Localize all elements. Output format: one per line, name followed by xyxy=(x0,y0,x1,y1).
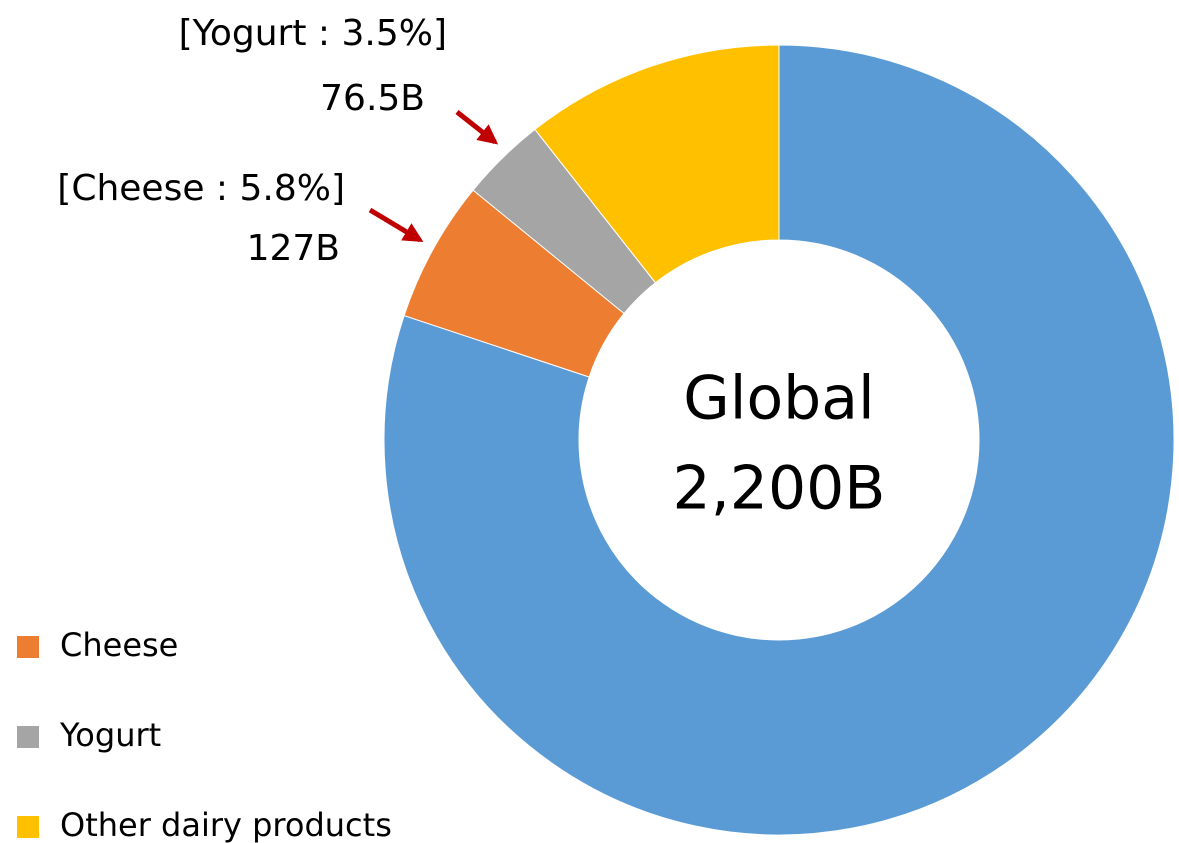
legend-swatch xyxy=(17,726,39,748)
legend-label: Other dairy products xyxy=(60,806,392,843)
legend-label: Yogurt xyxy=(59,716,161,754)
legend-label: Cheese xyxy=(60,626,178,664)
donut xyxy=(383,44,1175,836)
donut-segment xyxy=(534,44,780,284)
annotation: 76.5B xyxy=(320,78,425,119)
annotation: [Yogurt : 3.5%] xyxy=(179,13,447,54)
arrow xyxy=(455,110,499,145)
annotation: [Cheese : 5.8%] xyxy=(57,168,345,209)
legend-swatch xyxy=(17,636,39,658)
annotation: 127B xyxy=(247,228,340,269)
arrow xyxy=(368,207,424,243)
legend: Cheese Yogurt Other dairy products xyxy=(17,626,392,843)
donut-segment xyxy=(383,44,1175,836)
legend-swatch xyxy=(17,816,39,838)
center-label: 2,200B xyxy=(673,454,886,524)
center-label: Global xyxy=(683,364,874,434)
